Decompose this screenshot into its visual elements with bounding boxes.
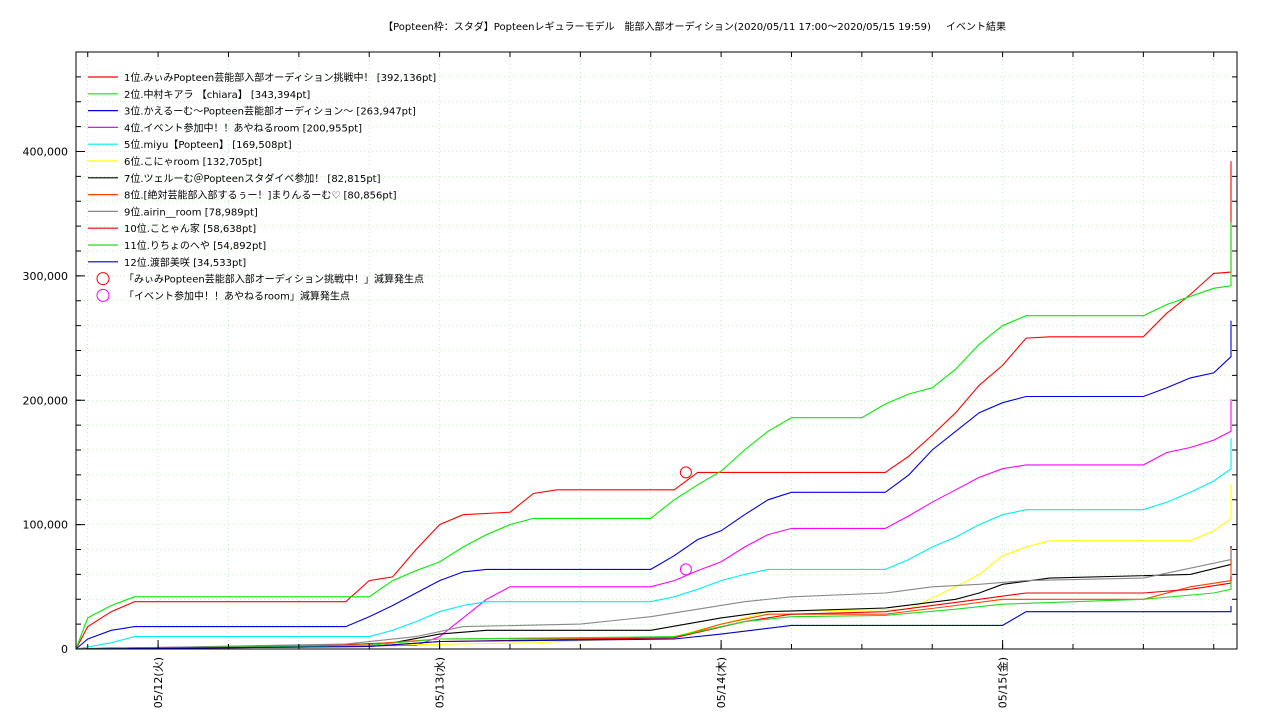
legend-label: 7位.ツェルーむ＠Popteenスタダイベ参加！ [82,815pt] bbox=[124, 172, 381, 185]
legend-label: 2位.中村キアラ 【chiara】 [343,394pt] bbox=[124, 88, 310, 101]
legend-label: 12位.渡部美咲 [34,533pt] bbox=[124, 256, 246, 269]
series-line-6 bbox=[75, 483, 1232, 650]
series-line-3 bbox=[75, 320, 1232, 650]
chart-title: 【Popteen枠：スタダ】Popteenレギュラーモデル 能部入部オーディショ… bbox=[383, 20, 931, 33]
y-tick-label: 100,000 bbox=[23, 519, 69, 532]
y-tick-label: 200,000 bbox=[23, 394, 69, 407]
series-line-12 bbox=[75, 606, 1232, 650]
x-tick-label: 05/14(木) bbox=[715, 657, 728, 708]
legend-label: 3位.かえるーむ〜Popteen芸能部オーディション〜 [263,947pt] bbox=[124, 105, 416, 118]
legend: 1位.みぃみPopteen芸能部入部オーディション挑戦中！ [392,136pt… bbox=[88, 71, 436, 302]
series-line-7 bbox=[75, 546, 1232, 650]
grid bbox=[76, 52, 1237, 649]
series-line-8 bbox=[75, 548, 1232, 650]
legend-marker-label: 「イベント参加中！！あやねるroom」減算発生点 bbox=[124, 289, 350, 302]
x-tick-label: 05/12(火) bbox=[152, 657, 165, 708]
deduction-marker-2 bbox=[679, 563, 692, 576]
legend-label: 4位.イベント参加中！！あやねるroom [200,955pt] bbox=[124, 121, 362, 134]
legend-label: 8位.[絶対芸能部入部するぅー！]まりんるーむ♡ [80,856pt] bbox=[124, 189, 397, 202]
legend-label: 10位.ことゃん家 [58,638pt] bbox=[124, 222, 256, 235]
marker-layer bbox=[679, 466, 692, 576]
series-line-2 bbox=[75, 221, 1232, 650]
legend-label: 1位.みぃみPopteen芸能部入部オーディション挑戦中！ [392,136pt… bbox=[124, 71, 436, 84]
x-tick-label: 05/13(水) bbox=[434, 657, 447, 708]
series-line-11 bbox=[75, 580, 1232, 650]
series-line-4 bbox=[75, 399, 1232, 650]
series-line-5 bbox=[75, 438, 1232, 650]
legend-label: 11位.りちょのへや [54,892pt] bbox=[124, 239, 266, 252]
deduction-marker-1 bbox=[679, 466, 692, 479]
legend-label: 6位.こにゃroom [132,705pt] bbox=[124, 155, 262, 168]
y-tick-label: 400,000 bbox=[23, 146, 69, 159]
series-line-9 bbox=[75, 550, 1232, 650]
x-tick-label: 05/15(金) bbox=[996, 657, 1010, 708]
y-tick-label: 0 bbox=[61, 643, 68, 656]
legend-marker-label: 「みぃみPopteen芸能部入部オーディション挑戦中！」減算発生点 bbox=[124, 273, 424, 286]
y-tick-label: 300,000 bbox=[23, 270, 69, 283]
axes: 0 100,000 200,000 300,000 400,000 05/12(火) 05/… bbox=[23, 52, 1237, 708]
series-layer bbox=[75, 161, 1232, 650]
legend-label: 9位.airin__room [78,989pt] bbox=[124, 205, 258, 218]
series-line-10 bbox=[75, 576, 1232, 650]
series-line-1 bbox=[75, 161, 1232, 650]
legend-label: 5位.miyu【Popteen】 [169,508pt] bbox=[124, 138, 292, 151]
chart-subtitle: イベント結果 bbox=[946, 20, 1006, 33]
legend-marker-swatch bbox=[96, 288, 110, 302]
legend-marker-swatch bbox=[96, 272, 110, 286]
